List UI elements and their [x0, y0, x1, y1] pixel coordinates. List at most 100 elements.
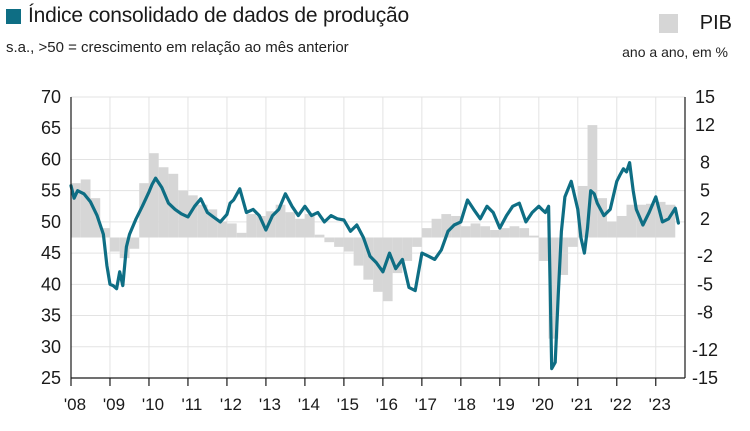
pib-bar — [236, 232, 247, 238]
x-tick-label: '09 — [103, 395, 125, 414]
x-tick-label: '22 — [610, 395, 632, 414]
pib-bar — [334, 237, 344, 247]
pib-bar — [71, 183, 81, 238]
pib-bar — [480, 226, 491, 238]
pib-bar — [139, 183, 149, 238]
chart-subtitle: s.a., >50 = crescimento em relação ao mê… — [6, 39, 349, 56]
right-tick-label: 15 — [695, 87, 715, 107]
chart-tick-labels: 25303540455055606570-15-12-8-5-22581215'… — [41, 87, 718, 414]
pib-bar — [90, 198, 101, 238]
x-tick-label: '17 — [415, 395, 437, 414]
pib-bar — [587, 125, 598, 238]
pib-bar — [392, 237, 403, 274]
right-tick-label: 12 — [695, 115, 715, 135]
pib-bar — [343, 237, 354, 252]
pib-bar — [324, 237, 335, 243]
right-tick-label: -8 — [697, 302, 713, 322]
pib-bar — [256, 215, 266, 238]
left-tick-label: 65 — [41, 118, 61, 138]
right-tick-label: 5 — [700, 181, 710, 201]
pib-bar — [217, 221, 227, 238]
x-tick-label: '14 — [298, 395, 320, 414]
pib-bar — [246, 214, 257, 238]
x-tick-label: '12 — [220, 395, 242, 414]
pib-bar — [490, 230, 500, 238]
index-line-group — [69, 161, 681, 371]
pib-bar — [470, 223, 481, 238]
x-tick-label: '20 — [532, 395, 554, 414]
pib-bar — [597, 198, 608, 238]
legend-swatch-pib — [658, 14, 678, 33]
left-tick-label: 60 — [41, 149, 61, 169]
left-tick-label: 40 — [41, 274, 61, 294]
pib-bar — [285, 212, 296, 238]
pib-bar — [158, 167, 169, 238]
x-tick-label: '11 — [181, 395, 202, 414]
legend-pib-subtitle: ano a ano, em % — [622, 44, 728, 60]
pib-bar — [538, 237, 549, 261]
pib-bar — [275, 204, 286, 238]
pib-bar — [382, 237, 393, 302]
pib-bar — [499, 228, 510, 238]
right-tick-label: -15 — [692, 368, 718, 388]
right-tick-label: -2 — [697, 246, 713, 266]
pib-bar — [226, 223, 237, 238]
left-tick-label: 70 — [41, 87, 61, 107]
pib-bar — [665, 204, 676, 238]
left-tick-label: 55 — [41, 181, 61, 201]
x-tick-label: '18 — [454, 395, 476, 414]
x-tick-label: '13 — [259, 395, 281, 414]
chart-axes — [70, 97, 686, 386]
pib-bar — [314, 234, 325, 238]
left-tick-label: 35 — [41, 306, 61, 326]
pib-bar — [519, 228, 530, 238]
pib-bar — [295, 218, 305, 238]
pib-bar — [441, 214, 452, 238]
pib-bar — [626, 204, 637, 238]
pib-bar — [353, 237, 364, 266]
legend-pib-label: PIB — [699, 12, 732, 34]
pib-bar — [109, 237, 120, 252]
pib-bar — [558, 237, 569, 275]
legend-swatch-index — [6, 8, 21, 24]
right-tick-label: -12 — [692, 340, 718, 360]
pib-bar — [100, 228, 110, 238]
right-tick-label: 2 — [700, 209, 710, 229]
x-tick-label: '16 — [376, 395, 398, 414]
left-tick-label: 30 — [41, 337, 61, 357]
pib-bar — [568, 237, 578, 247]
pib-bar — [119, 237, 130, 259]
chart-title: Índice consolidado de dados de produção — [28, 4, 409, 27]
left-tick-label: 25 — [41, 368, 61, 388]
x-tick-label: '10 — [142, 395, 164, 414]
pib-bar — [529, 235, 539, 238]
x-tick-label: '19 — [493, 395, 515, 414]
pib-bar — [646, 203, 656, 238]
legend-main: Índice consolidado de dados de produção — [6, 4, 409, 28]
legend-pib: PIB — [658, 12, 732, 35]
right-tick-label: 8 — [700, 153, 710, 173]
x-tick-label: '21 — [571, 395, 593, 414]
pib-bar — [148, 153, 159, 238]
pib-bar — [363, 237, 374, 280]
x-tick-label: '15 — [337, 395, 359, 414]
pib-bar — [304, 214, 315, 238]
pib-bar — [431, 218, 442, 238]
pib-bar — [460, 226, 471, 238]
x-tick-label: '23 — [649, 395, 671, 414]
left-tick-label: 50 — [41, 212, 61, 232]
pib-bar — [129, 237, 140, 249]
pib-bar — [421, 228, 432, 238]
pib-bar — [577, 185, 588, 238]
pib-bar — [265, 211, 276, 238]
pib-bar — [451, 215, 461, 238]
pib-bars — [71, 125, 676, 339]
pib-bar — [80, 179, 91, 238]
index-line — [69, 161, 681, 371]
left-tick-label: 45 — [41, 243, 61, 263]
right-tick-label: -5 — [697, 274, 713, 294]
pib-bar — [607, 221, 617, 238]
pib-bar — [616, 215, 627, 238]
pib-bar — [509, 226, 520, 238]
